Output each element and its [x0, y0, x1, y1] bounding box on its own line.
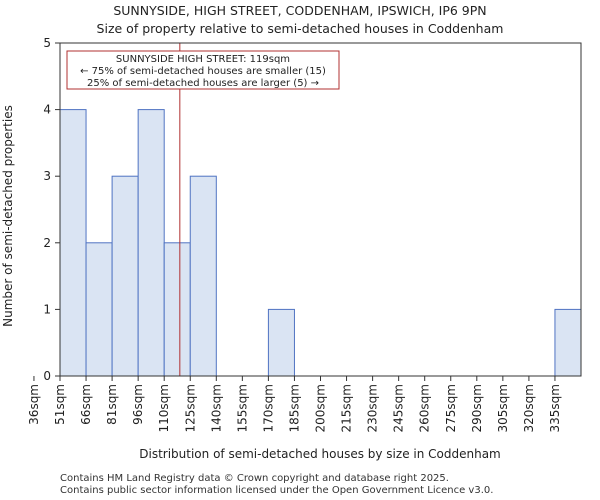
- chart-title: SUNNYSIDE, HIGH STREET, CODDENHAM, IPSWI…: [113, 3, 487, 18]
- y-tick-label: 4: [43, 103, 51, 117]
- y-tick-label: 5: [43, 36, 51, 50]
- x-tick-label: 200sqm: [314, 384, 328, 432]
- footer-line-2: Contains public sector information licen…: [60, 485, 494, 496]
- x-tick-label: 215sqm: [340, 384, 354, 432]
- y-tick-label: 3: [43, 169, 51, 183]
- x-tick-label: 110sqm: [157, 384, 171, 432]
- chart-subtitle: Size of property relative to semi-detach…: [96, 21, 504, 36]
- x-tick-label: 96sqm: [131, 384, 145, 425]
- x-tick-label: 335sqm: [548, 384, 562, 432]
- bar-110sqm: [163, 242, 191, 377]
- x-tick-label: 230sqm: [366, 384, 380, 432]
- annotation-line-1: SUNNYSIDE HIGH STREET: 119sqm: [116, 54, 290, 65]
- y-axis-label: Number of semi-detached properties: [1, 105, 15, 327]
- bar-170sqm: [267, 308, 295, 377]
- x-tick-label: 290sqm: [470, 384, 484, 432]
- x-tick-label: 185sqm: [287, 384, 301, 432]
- x-tick-label: 275sqm: [444, 384, 458, 432]
- x-tick-label: 125sqm: [183, 384, 197, 432]
- x-tick-label: 66sqm: [79, 384, 93, 425]
- x-tick-label: 51sqm: [53, 384, 67, 425]
- x-tick-label: 170sqm: [261, 384, 275, 432]
- x-tick-label: 140sqm: [209, 384, 223, 432]
- annotation-line-2: ← 75% of semi-detached houses are smalle…: [80, 66, 326, 77]
- annotation-line-3: 25% of semi-detached houses are larger (…: [87, 78, 319, 89]
- annotation-box: SUNNYSIDE HIGH STREET: 119sqm ← 75% of s…: [66, 50, 340, 90]
- x-tick-label: 155sqm: [235, 384, 249, 432]
- bar-81sqm: [111, 175, 139, 377]
- y-tick-label: 2: [43, 236, 51, 250]
- y-tick-label: 1: [43, 302, 51, 316]
- x-axis-label: Distribution of semi-detached houses by …: [139, 447, 500, 461]
- footer-line-1: Contains HM Land Registry data © Crown c…: [60, 473, 449, 484]
- bar-66sqm: [85, 242, 113, 377]
- x-tick-label: 81sqm: [105, 384, 119, 425]
- bar-125sqm: [189, 175, 217, 377]
- bar-51sqm: [59, 109, 87, 377]
- x-tick-label: 320sqm: [522, 384, 536, 432]
- x-tick-label: 305sqm: [496, 384, 510, 432]
- x-tick-label: 245sqm: [392, 384, 406, 432]
- y-tick-label: 0: [43, 369, 51, 383]
- bar-96sqm: [137, 109, 165, 377]
- bar-335sqm: [554, 308, 582, 377]
- x-tick-label: 36sqm: [27, 384, 41, 425]
- x-tick-label: 260sqm: [418, 384, 432, 432]
